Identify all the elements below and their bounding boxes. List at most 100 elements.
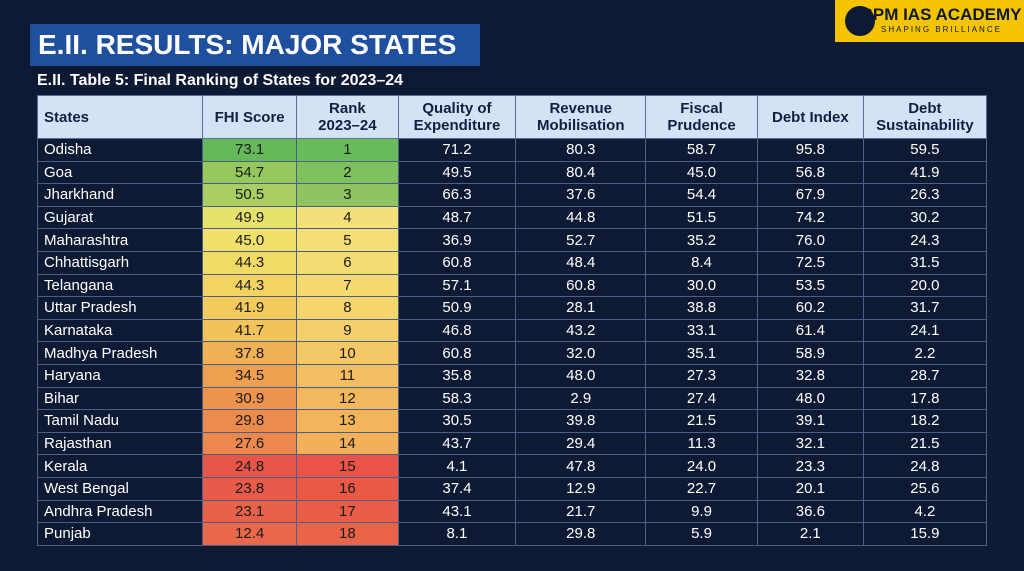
state-name: Goa	[36, 160, 204, 185]
table-cell: 76.0	[756, 228, 864, 252]
table-cell: 5.9	[645, 522, 758, 546]
state-name: Rajasthan	[36, 431, 204, 456]
table-cell: 67.9	[756, 183, 864, 207]
table-cell: 48.7	[397, 205, 517, 230]
state-name: Haryana	[36, 363, 204, 388]
table-cell: 45.0	[645, 160, 758, 185]
table-row: Goa 54.7 2 49.5 80.4 45.0 56.8 41.9	[36, 160, 988, 185]
table-cell: 25.6	[862, 476, 988, 501]
table-cell: 48.0	[515, 363, 647, 388]
state-name: West Bengal	[36, 476, 204, 501]
table-cell: 39.8	[515, 409, 647, 433]
table-cell: 66.3	[397, 183, 517, 207]
header-line: Prudence	[667, 117, 736, 134]
table-cell: 37.4	[397, 476, 517, 501]
table-cell: 21.7	[515, 499, 647, 524]
table-row: Madhya Pradesh 37.8 10 60.8 32.0 35.1 58.9 2.2	[36, 341, 988, 365]
table-cell: 23.8	[202, 476, 298, 501]
table-cell: 24.8	[862, 454, 988, 478]
table-cell: 13	[296, 409, 399, 433]
table-cell: 15.9	[862, 522, 988, 546]
table-cell: 23.1	[202, 499, 298, 524]
title: E.II. RESULTS: MAJOR STATES	[30, 24, 480, 66]
table-cell: 8.4	[645, 250, 758, 275]
state-name: Jharkhand	[36, 183, 204, 207]
table-cell: 18.2	[862, 409, 988, 433]
table-cell: 35.8	[397, 363, 517, 388]
table-cell: 32.0	[515, 341, 647, 365]
table-cell: 59.5	[862, 138, 988, 162]
table-cell: 24.3	[862, 228, 988, 252]
header-line: Fiscal	[680, 100, 723, 117]
table-cell: 31.5	[862, 250, 988, 275]
table-cell: 12	[296, 386, 399, 411]
table-cell: 60.2	[756, 296, 864, 320]
table-cell: 22.7	[645, 476, 758, 501]
state-name: Andhra Pradesh	[36, 499, 204, 524]
table-cell: 18	[296, 522, 399, 546]
table-cell: 58.9	[756, 341, 864, 365]
table-cell: 24.8	[202, 454, 298, 478]
table-cell: 2.1	[756, 522, 864, 546]
column-header: Fiscal Prudence	[645, 95, 758, 139]
table-cell: 27.3	[645, 363, 758, 388]
state-name: Karnataka	[36, 318, 204, 343]
table-cell: 12.4	[202, 522, 298, 546]
table-cell: 10	[296, 341, 399, 365]
table-row: Rajasthan 27.6 14 43.7 29.4 11.3 32.1 21.5	[36, 431, 988, 456]
table-cell: 23.3	[756, 454, 864, 478]
table-cell: 17	[296, 499, 399, 524]
table-cell: 27.6	[202, 431, 298, 456]
table-cell: 30.5	[397, 409, 517, 433]
column-header: Rank 2023–24	[296, 95, 399, 139]
column-header: Debt Sustainability	[862, 95, 988, 139]
table-cell: 28.1	[515, 296, 647, 320]
table-cell: 51.5	[645, 205, 758, 230]
table-cell: 38.8	[645, 296, 758, 320]
column-header: Debt Index	[756, 95, 864, 139]
table-cell: 35.2	[645, 228, 758, 252]
table-cell: 45.0	[202, 228, 298, 252]
header-line: Rank	[329, 100, 366, 117]
header-line: States	[44, 108, 90, 126]
column-header: Quality of Expenditure	[397, 95, 517, 139]
table-cell: 44.8	[515, 205, 647, 230]
table-cell: 49.5	[397, 160, 517, 185]
table-cell: 24.1	[862, 318, 988, 343]
state-name: Gujarat	[36, 205, 204, 230]
table-cell: 58.3	[397, 386, 517, 411]
table-row: Punjab 12.4 18 8.1 29.8 5.9 2.1 15.9	[36, 522, 988, 546]
table-row: Odisha 73.1 1 71.2 80.3 58.7 95.8 59.5	[36, 138, 988, 162]
table-cell: 11.3	[645, 431, 758, 456]
table-row: Chhattisgarh 44.3 6 60.8 48.4 8.4 72.5 31.5	[36, 250, 988, 275]
table-cell: 31.7	[862, 296, 988, 320]
table-cell: 48.0	[756, 386, 864, 411]
table-cell: 14	[296, 431, 399, 456]
table-cell: 3	[296, 183, 399, 207]
table-cell: 37.8	[202, 341, 298, 365]
table-row: Uttar Pradesh 41.9 8 50.9 28.1 38.8 60.2 31.7	[36, 296, 988, 320]
table-cell: 56.8	[756, 160, 864, 185]
table-cell: 21.5	[862, 431, 988, 456]
table-cell: 35.1	[645, 341, 758, 365]
header-line: 2023–24	[318, 117, 377, 134]
table-cell: 39.1	[756, 409, 864, 433]
table-cell: 49.9	[202, 205, 298, 230]
table-cell: 73.1	[202, 138, 298, 162]
table-cell: 17.8	[862, 386, 988, 411]
header-line: FHI Score	[214, 108, 285, 126]
table-cell: 50.5	[202, 183, 298, 207]
table-cell: 4.1	[397, 454, 517, 478]
table-cell: 28.7	[862, 363, 988, 388]
table-cell: 36.6	[756, 499, 864, 524]
table-cell: 57.1	[397, 273, 517, 298]
table-cell: 47.8	[515, 454, 647, 478]
column-header: Revenue Mobilisation	[515, 95, 647, 139]
table-cell: 32.8	[756, 363, 864, 388]
table-cell: 9	[296, 318, 399, 343]
state-name: Maharashtra	[36, 228, 204, 252]
table-cell: 4	[296, 205, 399, 230]
table-row: Kerala 24.8 15 4.1 47.8 24.0 23.3 24.8	[36, 454, 988, 478]
header-line: Debt	[908, 100, 942, 117]
table-cell: 26.3	[862, 183, 988, 207]
